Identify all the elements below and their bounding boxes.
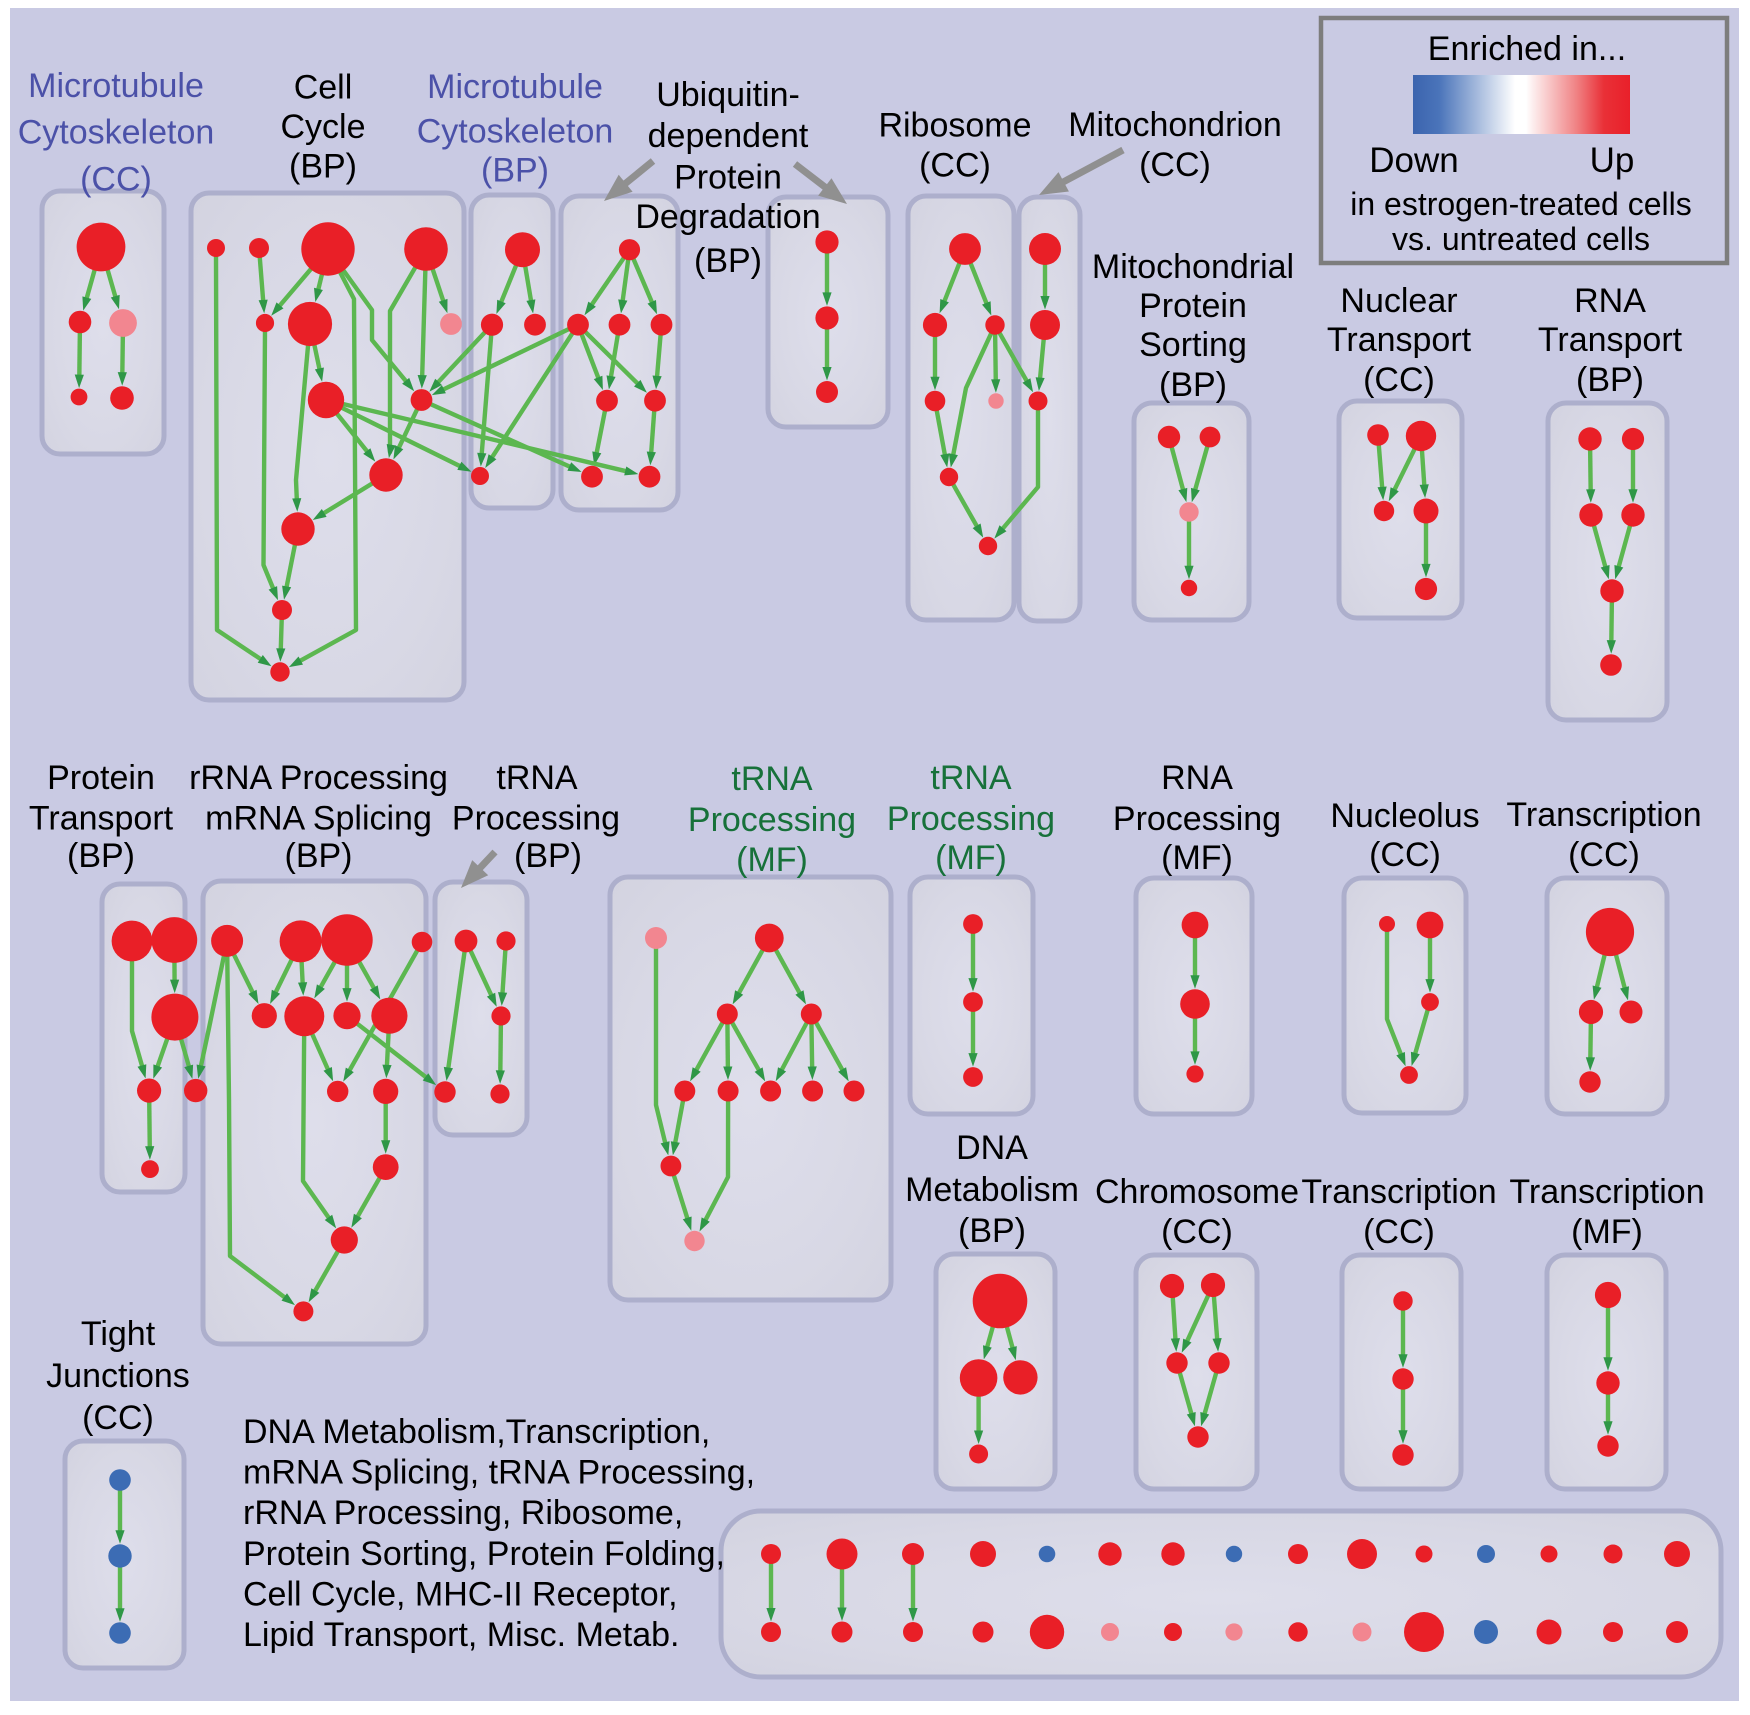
svg-text:rRNA Processing, Ribosome,: rRNA Processing, Ribosome, [243, 1494, 683, 1532]
svg-text:(BP): (BP) [1159, 366, 1227, 404]
svg-text:(BP): (BP) [1576, 361, 1644, 399]
svg-text:Down: Down [1369, 141, 1458, 180]
svg-text:(CC): (CC) [1161, 1213, 1233, 1251]
svg-text:Mitochondrion: Mitochondrion [1068, 106, 1282, 144]
svg-text:DNA Metabolism,Transcription,: DNA Metabolism,Transcription, [243, 1413, 710, 1451]
svg-text:Processing: Processing [1113, 800, 1281, 838]
svg-text:(MF): (MF) [736, 841, 808, 879]
svg-text:Ribosome: Ribosome [878, 107, 1031, 145]
svg-text:tRNA: tRNA [930, 759, 1012, 797]
svg-text:(BP): (BP) [694, 242, 762, 280]
svg-text:(CC): (CC) [1369, 836, 1441, 874]
svg-text:Mitochondrial: Mitochondrial [1092, 248, 1294, 286]
svg-text:Transport: Transport [29, 800, 174, 838]
svg-text:(CC): (CC) [1139, 146, 1211, 184]
svg-text:Degradation: Degradation [635, 198, 820, 236]
svg-text:(CC): (CC) [1568, 836, 1640, 874]
svg-text:Transport: Transport [1327, 321, 1472, 359]
svg-text:Transport: Transport [1538, 321, 1683, 359]
svg-text:Cycle: Cycle [280, 108, 365, 146]
svg-text:Sorting: Sorting [1139, 326, 1247, 364]
svg-text:Protein: Protein [674, 159, 782, 197]
svg-text:(BP): (BP) [285, 837, 353, 875]
svg-text:Chromosome: Chromosome [1095, 1173, 1299, 1211]
svg-text:Metabolism: Metabolism [905, 1171, 1079, 1209]
svg-text:Transcription: Transcription [1509, 1173, 1704, 1211]
svg-text:(CC): (CC) [1363, 1213, 1435, 1251]
svg-text:rRNA Processing: rRNA Processing [189, 759, 448, 797]
svg-text:Processing: Processing [887, 800, 1055, 838]
svg-text:Cell Cycle, MHC-II Receptor,: Cell Cycle, MHC-II Receptor, [243, 1575, 678, 1613]
svg-text:(CC): (CC) [1363, 361, 1435, 399]
svg-text:Nuclear: Nuclear [1340, 282, 1457, 320]
svg-text:tRNA: tRNA [731, 760, 813, 798]
svg-text:Nucleolus: Nucleolus [1330, 797, 1479, 835]
svg-text:Tight: Tight [81, 1315, 156, 1353]
svg-text:Cytoskeleton: Cytoskeleton [417, 112, 614, 150]
svg-text:Microtubule: Microtubule [28, 67, 204, 105]
svg-text:Cytoskeleton: Cytoskeleton [18, 114, 215, 152]
svg-text:Protein: Protein [47, 759, 155, 797]
svg-text:Cell: Cell [294, 69, 353, 107]
svg-text:dependent: dependent [648, 117, 809, 155]
svg-text:Enriched in...: Enriched in... [1428, 30, 1626, 68]
svg-text:(BP): (BP) [514, 837, 582, 875]
svg-text:(BP): (BP) [289, 148, 357, 186]
svg-text:(BP): (BP) [958, 1212, 1026, 1250]
svg-text:Processing: Processing [452, 800, 620, 838]
svg-text:RNA: RNA [1574, 282, 1646, 320]
svg-text:(CC): (CC) [919, 147, 991, 185]
svg-text:Processing: Processing [688, 801, 856, 839]
svg-text:(CC): (CC) [82, 1399, 154, 1437]
svg-text:RNA: RNA [1161, 759, 1233, 797]
svg-text:Transcription: Transcription [1506, 796, 1701, 834]
svg-text:Transcription: Transcription [1301, 1173, 1496, 1211]
svg-text:(CC): (CC) [80, 161, 152, 199]
svg-text:mRNA Splicing, tRNA Processing: mRNA Splicing, tRNA Processing, [243, 1454, 755, 1492]
svg-text:(MF): (MF) [1161, 839, 1233, 877]
svg-text:Microtubule: Microtubule [427, 68, 603, 106]
svg-text:Protein Sorting, Protein Foldi: Protein Sorting, Protein Folding, [243, 1535, 725, 1573]
svg-text:(MF): (MF) [935, 839, 1007, 877]
svg-text:(MF): (MF) [1571, 1213, 1643, 1251]
svg-text:Junctions: Junctions [46, 1357, 190, 1395]
svg-text:(BP): (BP) [481, 151, 549, 189]
svg-text:tRNA: tRNA [496, 759, 578, 797]
svg-text:Ubiquitin-: Ubiquitin- [656, 76, 800, 114]
svg-text:DNA: DNA [956, 1129, 1028, 1167]
svg-text:Up: Up [1590, 141, 1635, 180]
svg-text:in estrogen-treated cells: in estrogen-treated cells [1350, 186, 1692, 222]
svg-text:Protein: Protein [1139, 287, 1247, 325]
svg-text:Lipid Transport, Misc. Metab.: Lipid Transport, Misc. Metab. [243, 1616, 680, 1654]
svg-text:mRNA Splicing: mRNA Splicing [205, 800, 432, 838]
svg-text:vs. untreated cells: vs. untreated cells [1392, 221, 1650, 257]
svg-text:(BP): (BP) [67, 837, 135, 875]
